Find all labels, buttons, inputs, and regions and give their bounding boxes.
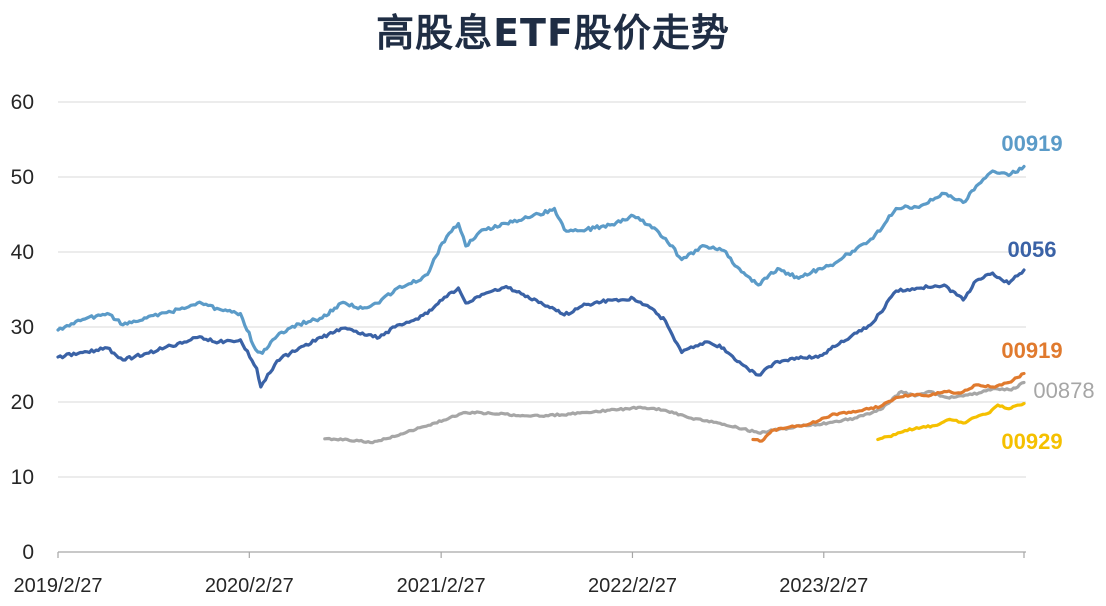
x-axis: 2019/2/27 2020/2/27 2021/2/27 2022/2/27 2023… — [14, 551, 1026, 597]
y-tick-label: 30 — [11, 316, 34, 339]
y-tick-label: 10 — [11, 466, 34, 489]
gridlines — [58, 101, 1026, 478]
y-tick-label: 50 — [11, 166, 34, 189]
series-label: 00919 — [1001, 338, 1062, 363]
y-tick-label: 0 — [22, 541, 34, 564]
y-axis-ticks: 0 10 20 30 40 50 60 — [11, 91, 34, 564]
series-label: 00919 — [1001, 131, 1062, 156]
chart-title: 高股息ETF股价走势 — [376, 11, 730, 55]
x-tick-label: 2021/2/27 — [397, 575, 486, 597]
series-line — [323, 380, 1026, 445]
series-line — [56, 268, 1026, 389]
series-line — [56, 164, 1026, 355]
series-line — [876, 401, 1026, 442]
y-tick-label: 60 — [11, 91, 34, 114]
x-tick-label: 2019/2/27 — [14, 575, 103, 597]
series-lines — [56, 164, 1026, 445]
series-label: 00878 — [1033, 378, 1094, 403]
series-label: 0056 — [1008, 237, 1057, 262]
series-label: 00929 — [1001, 429, 1062, 454]
series-labels: 00919 0056 00919 00878 00929 — [1001, 131, 1094, 454]
x-tick-label: 2020/2/27 — [205, 575, 294, 597]
x-tick-label: 2022/2/27 — [588, 575, 677, 597]
y-tick-label: 20 — [11, 391, 34, 414]
series-line — [751, 371, 1026, 443]
x-tick-label: 2023/2/27 — [779, 575, 868, 597]
y-tick-label: 40 — [11, 241, 34, 264]
